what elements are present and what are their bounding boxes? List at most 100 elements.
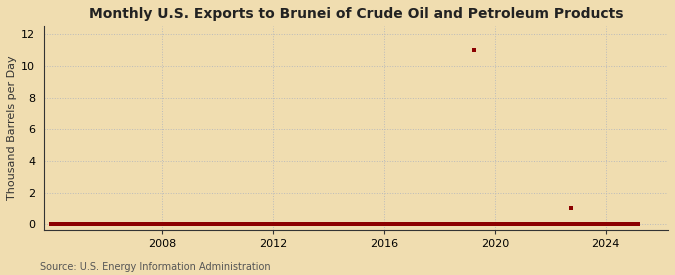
Point	[340, 222, 350, 226]
Point	[46, 222, 57, 226]
Point	[598, 222, 609, 226]
Point	[53, 222, 63, 226]
Point	[267, 222, 278, 226]
Point	[330, 222, 341, 226]
Point	[59, 222, 70, 226]
Point	[582, 222, 593, 226]
Point	[499, 222, 510, 226]
Point	[554, 222, 565, 226]
Point	[147, 222, 158, 226]
Point	[122, 222, 133, 226]
Y-axis label: Thousand Barrels per Day: Thousand Barrels per Day	[7, 56, 17, 200]
Point	[113, 222, 124, 226]
Point	[78, 222, 89, 226]
Point	[319, 222, 329, 226]
Point	[517, 222, 528, 226]
Point	[632, 222, 643, 226]
Point	[304, 222, 315, 226]
Point	[561, 222, 572, 226]
Point	[603, 222, 614, 226]
Point	[443, 222, 454, 226]
Point	[244, 222, 255, 226]
Point	[564, 222, 574, 226]
Point	[466, 222, 477, 226]
Point	[127, 222, 138, 226]
Point	[559, 222, 570, 226]
Point	[249, 222, 260, 226]
Point	[608, 222, 618, 226]
Point	[124, 222, 135, 226]
Point	[247, 222, 258, 226]
Point	[572, 222, 583, 226]
Title: Monthly U.S. Exports to Brunei of Crude Oil and Petroleum Products: Monthly U.S. Exports to Brunei of Crude …	[89, 7, 624, 21]
Point	[547, 222, 558, 226]
Point	[587, 222, 597, 226]
Point	[367, 222, 378, 226]
Point	[360, 222, 371, 226]
Point	[551, 222, 562, 226]
Point	[291, 222, 302, 226]
Point	[259, 222, 269, 226]
Point	[473, 222, 484, 226]
Point	[624, 222, 634, 226]
Point	[103, 222, 114, 226]
Point	[441, 222, 452, 226]
Point	[176, 222, 186, 226]
Point	[504, 222, 514, 226]
Point	[145, 222, 156, 226]
Point	[48, 222, 59, 226]
Point	[535, 222, 546, 226]
Point	[295, 222, 306, 226]
Point	[402, 222, 412, 226]
Point	[397, 222, 408, 226]
Point	[630, 222, 641, 226]
Point	[478, 222, 489, 226]
Point	[390, 222, 401, 226]
Point	[143, 222, 154, 226]
Point	[512, 222, 523, 226]
Point	[501, 222, 512, 226]
Point	[256, 222, 267, 226]
Point	[395, 222, 406, 226]
Point	[371, 222, 382, 226]
Point	[152, 222, 163, 226]
Point	[74, 222, 84, 226]
Point	[540, 222, 551, 226]
Point	[510, 222, 521, 226]
Point	[223, 222, 234, 226]
Point	[610, 222, 620, 226]
Point	[161, 222, 172, 226]
Point	[413, 222, 424, 226]
Point	[272, 222, 283, 226]
Point	[383, 222, 394, 226]
Point	[404, 222, 414, 226]
Point	[423, 222, 433, 226]
Point	[187, 222, 198, 226]
Point	[62, 222, 73, 226]
Point	[353, 222, 364, 226]
Point	[226, 222, 237, 226]
Point	[457, 222, 468, 226]
Point	[64, 222, 75, 226]
Point	[155, 222, 165, 226]
Point	[577, 222, 588, 226]
Point	[307, 222, 318, 226]
Point	[452, 222, 463, 226]
Point	[566, 206, 576, 211]
Point	[337, 222, 348, 226]
Point	[302, 222, 313, 226]
Point	[171, 222, 182, 226]
Point	[323, 222, 334, 226]
Point	[210, 222, 221, 226]
Point	[263, 222, 274, 226]
Point	[593, 222, 604, 226]
Point	[332, 222, 343, 226]
Point	[591, 222, 602, 226]
Point	[233, 222, 244, 226]
Point	[392, 222, 403, 226]
Point	[364, 222, 375, 226]
Point	[55, 222, 66, 226]
Point	[489, 222, 500, 226]
Point	[212, 222, 223, 226]
Point	[119, 222, 130, 226]
